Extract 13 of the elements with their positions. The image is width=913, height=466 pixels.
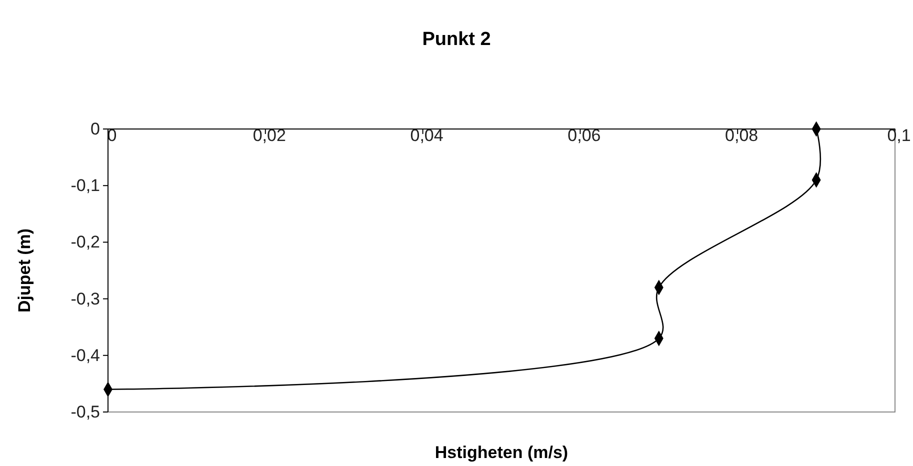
- y-tick-label: -0,3: [70, 289, 100, 308]
- x-tick-label: 0,06: [568, 126, 601, 145]
- y-tick-label: -0,1: [70, 176, 100, 196]
- x-tick-label: 0,08: [725, 126, 758, 145]
- x-tick-label: 0,04: [410, 126, 444, 145]
- x-axis-title: Hstigheten (m/s): [434, 443, 568, 462]
- x-tick-label: 0,1: [887, 126, 911, 145]
- y-tick-label: -0,5: [70, 402, 100, 422]
- y-tick-label: -0,4: [70, 346, 100, 365]
- y-axis-title: Djupet (m): [15, 228, 34, 313]
- x-tick-label: 0,02: [252, 126, 286, 145]
- chart-title: Punkt 2: [422, 29, 491, 50]
- y-tick-label: -0,2: [70, 232, 100, 252]
